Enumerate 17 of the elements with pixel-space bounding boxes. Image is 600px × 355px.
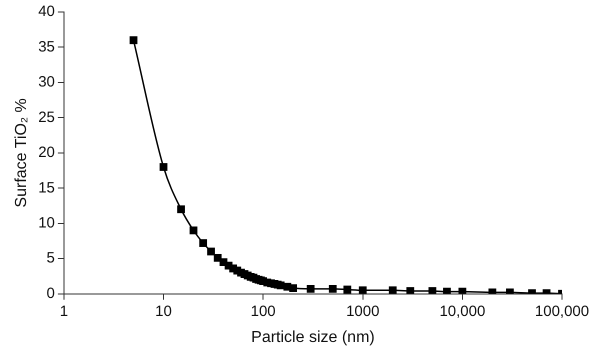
y-tick-label: 40 [38, 3, 55, 20]
x-tick-label: 10 [155, 302, 172, 320]
y-tick-label: 30 [38, 74, 55, 91]
y-tick-label: 20 [38, 144, 55, 162]
y-tick-label: 0 [46, 284, 55, 302]
x-tick-label: 100 [250, 302, 276, 320]
x-tick-label: 100,000 [534, 302, 590, 320]
y-tick-label: 25 [38, 108, 55, 126]
x-tick-label: 1000 [346, 302, 380, 320]
y-tick-label: 35 [38, 38, 55, 56]
y-axis-title: Surface TiO₂ % [13, 98, 30, 208]
x-axis-title: Particle size (nm) [251, 328, 375, 346]
y-tick-label: 15 [38, 179, 55, 196]
x-tick-label: 1 [60, 302, 68, 320]
y-tick-label: 10 [38, 214, 55, 232]
x-tick-label: 10,000 [439, 302, 486, 320]
y-tick-label: 5 [46, 250, 55, 267]
